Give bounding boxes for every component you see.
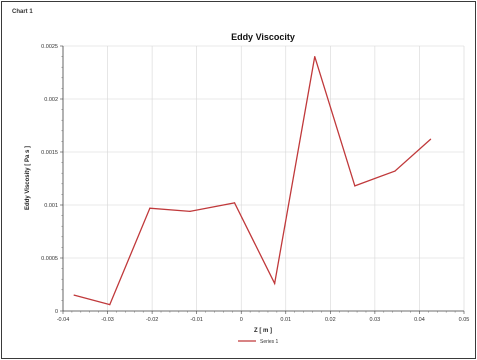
chart-title: Eddy Viscocity — [231, 32, 295, 42]
y-tick-label: 0.002 — [44, 97, 58, 103]
x-tick-label: 0.02 — [325, 317, 336, 323]
data-point — [109, 304, 111, 306]
data-point — [149, 207, 151, 209]
x-tick-label: -0.02 — [146, 317, 159, 323]
x-tick-label: -0.01 — [190, 317, 203, 323]
x-tick-label: 0 — [240, 317, 243, 323]
data-point — [429, 138, 432, 140]
data-point — [314, 56, 316, 58]
x-tick-label: 0.04 — [414, 317, 425, 323]
legend: Series 1 — [238, 339, 279, 345]
y-axis-title: Eddy Viscosity [ Pa s ] — [25, 146, 31, 210]
data-point — [73, 294, 75, 296]
y-tick-label: 0.0025 — [41, 44, 58, 50]
data-point — [394, 170, 396, 172]
x-axis-title: Z [ m ] — [254, 328, 272, 334]
axis-ticks: -0.04 -0.03 -0.02 -0.01 0 0.01 0.02 0.03 0.04 0.0… — [41, 44, 469, 323]
y-tick-label: 0.001 — [44, 203, 58, 209]
x-tick-label: 0.05 — [459, 317, 470, 323]
y-tick-label: 0.0005 — [41, 256, 58, 262]
x-tick-label: 0.01 — [280, 317, 291, 323]
series-line — [73, 56, 432, 306]
y-tick-label: 0.0015 — [41, 150, 58, 156]
series-layer — [73, 56, 432, 306]
x-tick-label: 0.03 — [370, 317, 381, 323]
chart-label: Chart 1 — [12, 9, 33, 15]
legend-label: Series 1 — [260, 339, 279, 345]
data-point — [233, 202, 236, 204]
data-point — [274, 282, 276, 285]
data-point — [189, 210, 191, 212]
plot-area — [63, 46, 464, 311]
y-tick-label: 0 — [55, 309, 58, 315]
x-tick-label: -0.04 — [57, 317, 70, 323]
x-tick-label: -0.03 — [101, 317, 114, 323]
data-point — [354, 185, 356, 187]
